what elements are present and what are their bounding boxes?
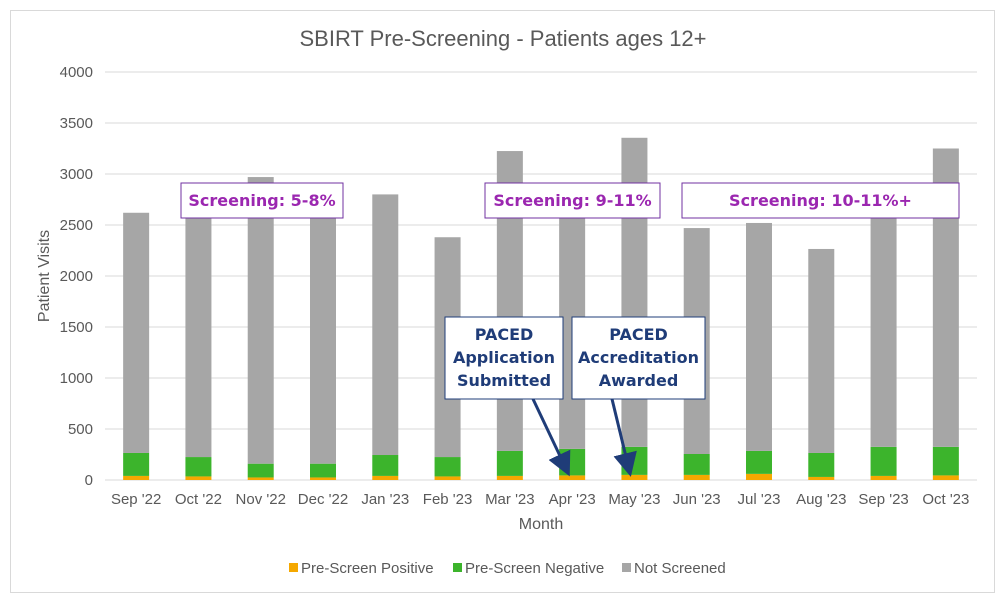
milestone-callout-line: Submitted (457, 371, 551, 390)
legend-label: Pre-Screen Negative (465, 560, 604, 577)
bar-segment-not-screened (247, 177, 274, 464)
bar-segment-pre-screen-negative (123, 452, 150, 476)
bar-segment-pre-screen-positive (310, 477, 336, 480)
annotations: Screening: 5-8% Screening: 9-11% Screening… (180, 182, 960, 477)
bar-segment-pre-screen-negative (746, 450, 772, 474)
bar-segment-pre-screen-positive (870, 475, 897, 480)
bar-segment-pre-screen-positive (932, 475, 959, 480)
y-tick-label: 1500 (60, 319, 93, 336)
y-axis-title: Patient Visits (36, 230, 53, 322)
milestone-callout-box (444, 316, 564, 400)
y-axis-ticks: 0 500 1000 1500 2000 2500 3000 3500 4000 (60, 64, 93, 489)
legend: Pre-Screen Positive Pre-Screen Negative No… (289, 560, 726, 577)
legend-item: Not Screened (622, 560, 726, 577)
y-tick-label: 0 (85, 472, 93, 489)
milestone-arrow (610, 398, 637, 477)
bar-segment-pre-screen-negative (683, 453, 710, 475)
bar-segment-not-screened (372, 194, 399, 456)
x-tick-label: Sep '23 (858, 491, 908, 508)
legend-label: Not Screened (634, 560, 726, 577)
bar-segment-not-screened (185, 214, 212, 458)
bar-segment-pre-screen-negative (496, 450, 523, 476)
legend-swatch (289, 563, 298, 572)
legend-label: Pre-Screen Positive (301, 560, 434, 577)
x-axis-ticks: Sep '22 Oct '22 Nov '22 Dec '22 Jan '23 Feb '… (111, 491, 969, 508)
bar-segment-pre-screen-positive (185, 476, 212, 480)
x-tick-label: Sep '22 (111, 491, 161, 508)
bar-segment-pre-screen-positive (123, 475, 150, 480)
x-tick-label: Aug '23 (796, 491, 846, 508)
legend-swatch (622, 563, 631, 572)
bar-segment-pre-screen-negative (808, 452, 835, 477)
milestone-callout-line: PACED (609, 325, 668, 344)
y-tick-label: 3500 (60, 115, 93, 132)
milestone-callout-line: Application (453, 348, 555, 367)
x-tick-label: Oct '23 (922, 491, 969, 508)
x-tick-label: Dec '22 (298, 491, 348, 508)
milestone-callout-line: Awarded (599, 371, 679, 390)
milestone-arrow (531, 398, 571, 477)
y-tick-label: 2500 (60, 217, 93, 234)
bar-segment-pre-screen-negative (372, 455, 399, 476)
chart-title: SBIRT Pre-Screening - Patients ages 12+ (299, 26, 706, 51)
milestone-callout-line: PACED (475, 325, 534, 344)
bar-segment-not-screened (746, 222, 772, 451)
bar-segment-pre-screen-positive (683, 474, 710, 480)
x-tick-label: Oct '22 (175, 491, 222, 508)
y-tick-label: 2000 (60, 268, 93, 285)
bar-segment-pre-screen-positive (372, 475, 399, 480)
screening-callout: Screening: 9-11% (484, 182, 661, 219)
milestone-callout-box (571, 316, 706, 400)
x-tick-label: Nov '22 (236, 491, 286, 508)
bar-segment-pre-screen-positive (496, 475, 523, 480)
legend-swatch (453, 563, 462, 572)
y-tick-label: 3000 (60, 166, 93, 183)
screening-callout-box (180, 182, 344, 219)
milestone-callout: PACED Accreditation Awarded (571, 316, 706, 477)
legend-item: Pre-Screen Positive (289, 560, 434, 577)
bar-segment-pre-screen-negative (247, 463, 274, 478)
screening-callout-box (484, 182, 661, 219)
bar-segment-pre-screen-negative (932, 446, 959, 476)
screening-callout: Screening: 5-8% (180, 182, 344, 219)
y-tick-label: 1000 (60, 370, 93, 387)
y-tick-label: 500 (68, 421, 93, 438)
milestone-callout-line: Accreditation (578, 348, 699, 367)
screening-callout: Screening: 10-11%+ (681, 182, 960, 219)
x-tick-label: Jan '23 (361, 491, 409, 508)
milestone-callout: PACED Application Submitted (444, 316, 571, 477)
screening-callout-text: Screening: 5-8% (188, 191, 335, 210)
bar-segment-pre-screen-positive (621, 474, 648, 480)
x-tick-label: Jun '23 (673, 491, 721, 508)
screening-callout-text: Screening: 9-11% (493, 191, 651, 210)
x-tick-label: Apr '23 (549, 491, 596, 508)
x-tick-label: Jul '23 (738, 491, 781, 508)
bar-segment-pre-screen-positive (247, 477, 274, 480)
bar-segment-pre-screen-negative (434, 457, 461, 477)
bar-segment-pre-screen-negative (185, 457, 212, 477)
x-axis-title: Month (519, 516, 563, 533)
bar-segment-pre-screen-negative (870, 446, 897, 476)
bar-segment-pre-screen-positive (559, 475, 586, 480)
x-tick-label: Mar '23 (485, 491, 535, 508)
screening-callout-text: Screening: 10-11%+ (729, 191, 912, 210)
bar-segment-not-screened (310, 216, 336, 464)
bar-segment-not-screened (123, 212, 150, 453)
bar-segment-not-screened (870, 211, 897, 447)
x-tick-label: Feb '23 (423, 491, 473, 508)
y-tick-label: 4000 (60, 64, 93, 81)
legend-item: Pre-Screen Negative (453, 560, 604, 577)
bar-segment-pre-screen-positive (746, 473, 772, 480)
screening-callout-box (681, 182, 960, 219)
bar-segment-pre-screen-positive (808, 476, 835, 480)
x-tick-label: May '23 (608, 491, 660, 508)
bar-segment-pre-screen-negative (310, 463, 336, 478)
bar-segment-pre-screen-positive (434, 476, 461, 480)
bar-segment-not-screened (808, 248, 835, 453)
